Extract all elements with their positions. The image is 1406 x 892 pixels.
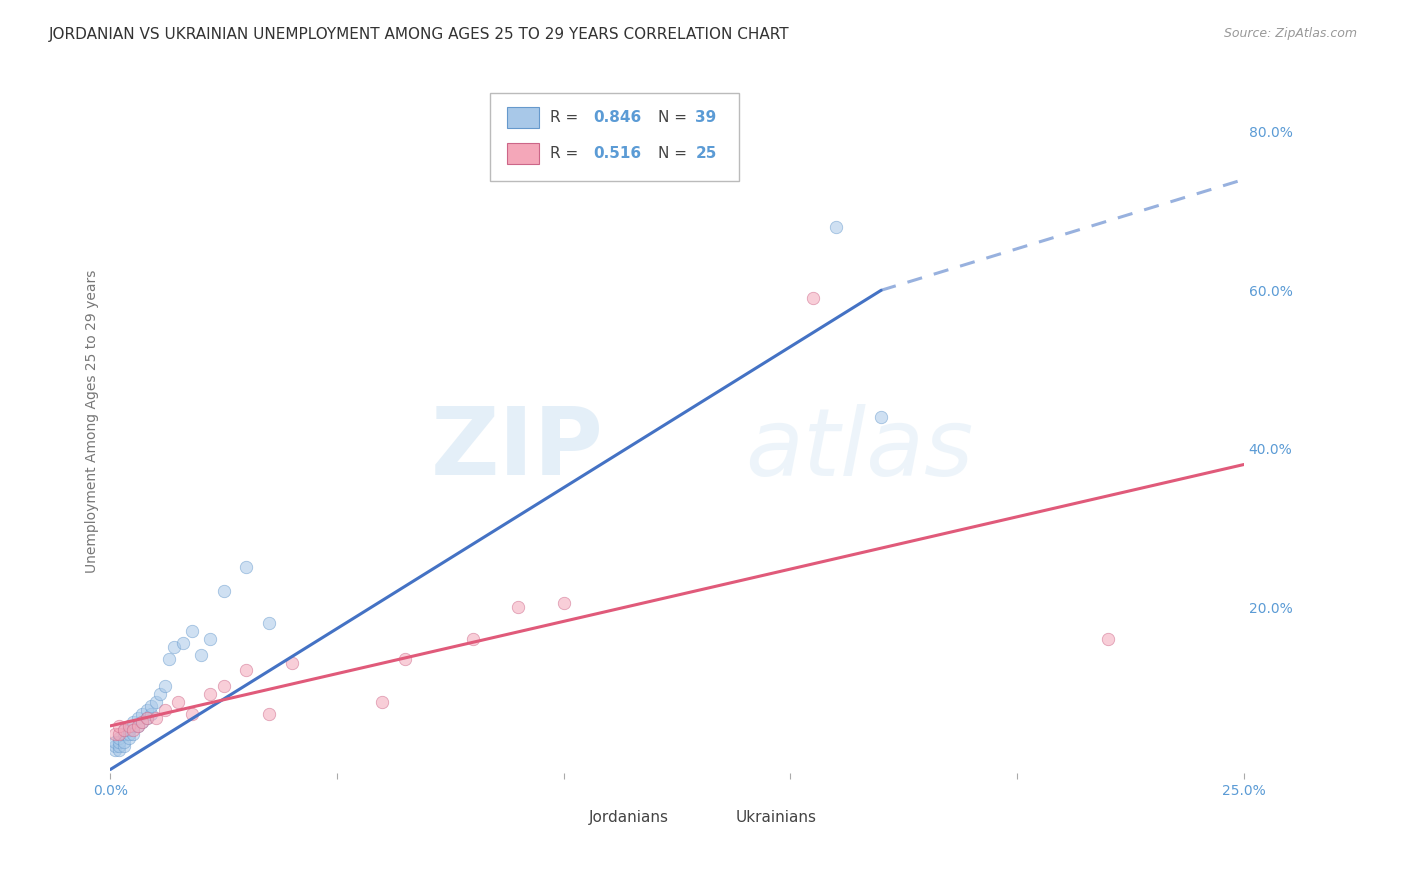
Text: R =: R =	[550, 111, 588, 126]
Point	[145, 711, 167, 725]
Bar	[508, 107, 538, 128]
Point	[127, 711, 149, 725]
Point	[127, 719, 149, 733]
Point	[141, 706, 163, 721]
Text: 39: 39	[695, 111, 717, 126]
Text: Source: ZipAtlas.com: Source: ZipAtlas.com	[1223, 27, 1357, 40]
Point	[108, 731, 131, 745]
Point	[212, 584, 235, 599]
Point	[112, 735, 135, 749]
Point	[149, 687, 172, 701]
Point	[235, 560, 257, 574]
Point	[198, 632, 221, 646]
Point	[108, 735, 131, 749]
Point	[870, 409, 893, 424]
Point	[131, 714, 153, 729]
Point	[108, 739, 131, 753]
Text: 0.846: 0.846	[593, 111, 641, 126]
FancyBboxPatch shape	[491, 93, 740, 181]
Point	[145, 695, 167, 709]
Point	[122, 719, 145, 733]
Point	[157, 651, 180, 665]
Point	[172, 636, 194, 650]
Text: Jordanians: Jordanians	[589, 810, 669, 824]
Point	[108, 727, 131, 741]
Point	[153, 679, 176, 693]
Point	[104, 739, 127, 753]
Point	[553, 596, 575, 610]
Point	[181, 706, 204, 721]
Point	[117, 727, 139, 741]
Point	[135, 703, 157, 717]
Point	[257, 706, 280, 721]
Point	[117, 731, 139, 745]
Point	[153, 703, 176, 717]
Point	[235, 664, 257, 678]
Point	[824, 219, 846, 234]
Point	[108, 719, 131, 733]
Point	[198, 687, 221, 701]
Point	[117, 723, 139, 737]
Point	[122, 723, 145, 737]
Bar	[553, 807, 578, 827]
Bar	[508, 143, 538, 163]
Text: N =: N =	[658, 111, 692, 126]
Point	[112, 723, 135, 737]
Point	[131, 714, 153, 729]
Point	[104, 735, 127, 749]
Point	[122, 727, 145, 741]
Point	[127, 719, 149, 733]
Point	[141, 699, 163, 714]
Point	[212, 679, 235, 693]
Point	[281, 656, 304, 670]
Point	[190, 648, 212, 662]
Bar	[700, 807, 724, 827]
Point	[108, 742, 131, 756]
Text: R =: R =	[550, 145, 588, 161]
Point	[257, 615, 280, 630]
Point	[112, 739, 135, 753]
Point	[112, 723, 135, 737]
Point	[104, 742, 127, 756]
Point	[122, 714, 145, 729]
Text: JORDANIAN VS UKRAINIAN UNEMPLOYMENT AMONG AGES 25 TO 29 YEARS CORRELATION CHART: JORDANIAN VS UKRAINIAN UNEMPLOYMENT AMON…	[49, 27, 790, 42]
Text: N =: N =	[658, 145, 692, 161]
Point	[135, 711, 157, 725]
Point	[163, 640, 186, 654]
Point	[508, 600, 530, 615]
Point	[117, 719, 139, 733]
Text: 0.516: 0.516	[593, 145, 641, 161]
Point	[394, 651, 416, 665]
Point	[131, 706, 153, 721]
Point	[104, 727, 127, 741]
Point	[461, 632, 484, 646]
Point	[1097, 632, 1119, 646]
Y-axis label: Unemployment Among Ages 25 to 29 years: Unemployment Among Ages 25 to 29 years	[86, 269, 100, 573]
Point	[801, 291, 824, 305]
Text: Ukrainians: Ukrainians	[737, 810, 817, 824]
Point	[181, 624, 204, 638]
Point	[135, 711, 157, 725]
Point	[112, 727, 135, 741]
Text: ZIP: ZIP	[430, 403, 603, 495]
Point	[371, 695, 394, 709]
Text: atlas: atlas	[745, 404, 973, 495]
Point	[167, 695, 190, 709]
Text: 25: 25	[695, 145, 717, 161]
